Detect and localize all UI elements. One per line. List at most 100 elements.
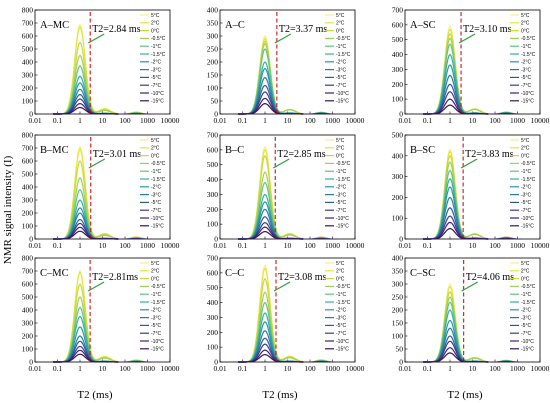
x-tick-label: 100 (489, 116, 501, 125)
t2-arrow (460, 158, 478, 169)
y-tick-label: 700 (22, 144, 34, 153)
legend-label: -1.5°C (151, 52, 166, 58)
y-tick-label: 400 (22, 306, 34, 315)
x-tick-label: 0.01 (213, 241, 226, 250)
legend-label: -7°C (336, 331, 346, 337)
x-tick-label: 10 (469, 241, 477, 250)
legend-label: -5°C (521, 200, 531, 206)
t2-label: T2=3.83 ms (465, 149, 514, 160)
legend-label: 5°C (151, 261, 160, 267)
y-tick-label: 700 (207, 254, 219, 263)
legend-label: 5°C (336, 138, 345, 144)
y-tick-label: 0 (399, 235, 403, 244)
legend-label: -15°C (151, 99, 164, 105)
legend-label: -1°C (521, 292, 531, 298)
y-tick-label: 300 (392, 65, 404, 74)
y-tick-label: 250 (207, 45, 219, 54)
legend-label: 0°C (521, 276, 530, 282)
legend-label: 0°C (521, 153, 530, 159)
legend-label: -10°C (336, 91, 349, 97)
series-line-9 (238, 343, 304, 363)
panel-title: B–SC (410, 145, 435, 156)
legend-label: -1.5°C (521, 52, 536, 58)
legend-label: 2°C (336, 146, 345, 152)
y-tick-label: 300 (207, 190, 219, 199)
x-tick-label: 0.1 (423, 364, 433, 373)
y-tick-label: 200 (207, 205, 219, 214)
y-tick-label: 0 (29, 358, 33, 367)
x-tick-label: 100 (119, 116, 131, 125)
y-tick-label: 200 (22, 332, 34, 341)
y-tick-label: 400 (22, 58, 34, 67)
panel-3: 0 100 200 300 400 500 600 700 800 0.01 0.1 1 10 100 10… (22, 131, 180, 251)
legend-label: -2°C (151, 308, 161, 314)
x-tick-label: 0.1 (238, 241, 248, 250)
y-tick-label: 400 (207, 175, 219, 184)
y-tick-label: 100 (207, 343, 219, 352)
y-tick-label: 0 (214, 110, 218, 119)
legend-label: -2°C (336, 185, 346, 191)
y-tick-label: 600 (207, 268, 219, 277)
t2-label: T2=3.01 ms (93, 149, 142, 160)
x-tick-label: 0.01 (28, 241, 41, 250)
t2-arrow (461, 281, 478, 292)
x-tick-label: 100 (304, 364, 316, 373)
x-tick-label: 0.1 (423, 241, 433, 250)
x-axis-label-2: T2 (ms) (262, 389, 297, 401)
panel-5: 0 100 200 300 400 500 0.01 0.1 1 10 100 1000 10000 T2… (392, 131, 550, 251)
legend-label: -1.5°C (336, 300, 351, 306)
y-tick-label: 300 (22, 71, 34, 80)
legend-label: -2°C (521, 60, 531, 66)
y-tick-label: 700 (22, 19, 34, 28)
legend-label: -7°C (521, 83, 531, 89)
legend-label: -3°C (336, 315, 346, 321)
series-line-11 (423, 104, 489, 115)
legend-label: 2°C (521, 269, 530, 275)
legend-label: -0.5°C (521, 36, 536, 42)
legend-label: -1.5°C (151, 177, 166, 183)
legend-label: -1°C (336, 44, 346, 50)
legend-label: -2°C (521, 185, 531, 191)
legend-label: 5°C (521, 261, 530, 267)
legend-label: 5°C (521, 138, 530, 144)
legend-label: -5°C (151, 75, 161, 81)
panel-title: A–C (225, 20, 245, 31)
x-tick-label: 10 (99, 364, 107, 373)
legend-label: -2°C (521, 308, 531, 314)
legend-label: -7°C (521, 331, 531, 337)
legend-label: -10°C (151, 91, 164, 97)
x-tick-label: 10 (99, 116, 107, 125)
legend-label: 2°C (151, 21, 160, 27)
y-tick-label: 500 (22, 293, 34, 302)
legend-label: 5°C (151, 13, 160, 19)
legend-label: -1°C (151, 169, 161, 175)
y-tick-label: 300 (22, 319, 34, 328)
y-tick-label: 400 (207, 6, 219, 15)
x-tick-label: 10 (99, 241, 107, 250)
x-tick-label: 1 (263, 364, 267, 373)
t2-label: T2=3.37 ms (279, 24, 328, 35)
x-tick-label: 100 (304, 241, 316, 250)
legend-label: -5°C (521, 323, 531, 329)
legend-label: -3°C (521, 315, 531, 321)
y-tick-label: 400 (22, 183, 34, 192)
t2-label: T2=3.10 ms (463, 24, 512, 35)
legend-label: -3°C (336, 192, 346, 198)
legend-label: 5°C (521, 13, 530, 19)
x-tick-label: 10000 (531, 364, 550, 373)
panel-4: 0 100 200 300 400 500 600 700 0.01 0.1 1 10 100 1000 1… (207, 131, 365, 251)
legend-label: 5°C (336, 13, 345, 19)
x-tick-label: 10 (284, 116, 292, 125)
legend-label: -2°C (336, 60, 346, 66)
y-tick-label: 400 (392, 151, 404, 160)
y-tick-label: 300 (392, 172, 404, 181)
panel-6: 0 100 200 300 400 500 600 700 800 0.01 0.1 1 10 100 10… (22, 254, 180, 374)
x-tick-label: 100 (489, 241, 501, 250)
legend-label: 0°C (151, 276, 160, 282)
y-tick-label: 100 (207, 84, 219, 93)
x-tick-label: 1000 (325, 241, 340, 250)
panel-1: 0 50 100 150 200 250 300 350 400 0.01 0.1 1 10 100 100… (207, 6, 365, 126)
y-tick-label: 600 (22, 157, 34, 166)
y-tick-label: 200 (207, 58, 219, 67)
y-tick-label: 200 (22, 209, 34, 218)
